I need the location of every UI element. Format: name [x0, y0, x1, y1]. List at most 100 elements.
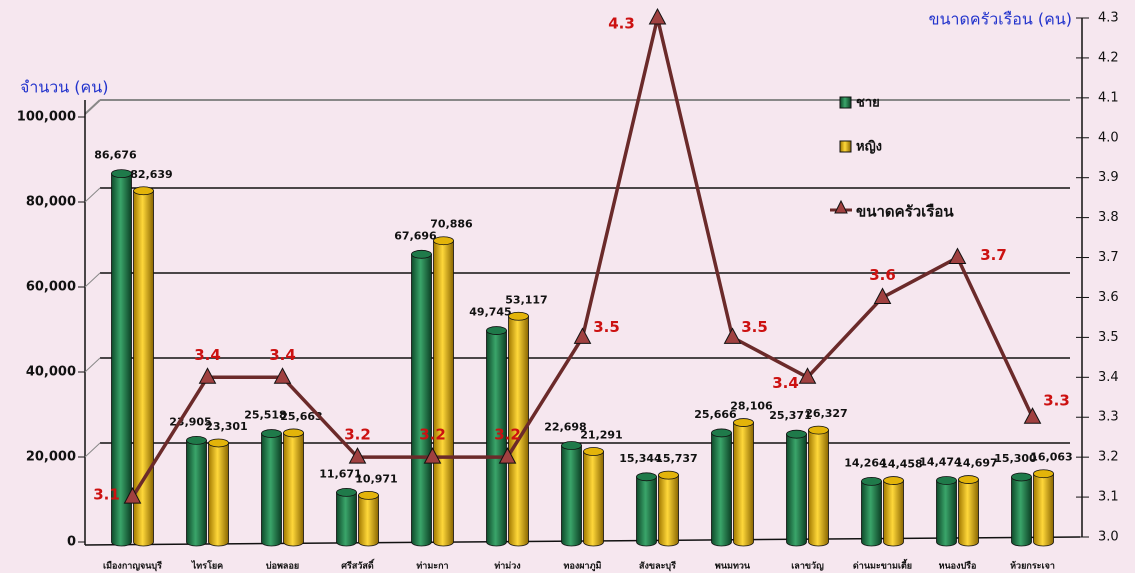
line-marker — [948, 247, 967, 265]
value-label: 15,300 — [994, 452, 1037, 465]
bar — [733, 422, 754, 547]
y2-tick-label: 3.8 — [1098, 210, 1119, 225]
line-marker — [348, 447, 367, 464]
line-marker — [648, 7, 667, 25]
x-tick-label: ด่านมะขามเตี้ย — [853, 559, 912, 572]
bar-top — [208, 438, 229, 448]
bar — [561, 445, 582, 547]
line-value-label: 3.4 — [772, 374, 799, 392]
x-tick-label: พนมทวน — [715, 562, 751, 572]
bar-top — [283, 428, 304, 438]
bar — [636, 476, 657, 547]
line-marker — [498, 447, 517, 464]
y2-tick-label: 4.0 — [1098, 130, 1119, 145]
bar-top — [936, 476, 957, 485]
y2-axis-label: ขนาดครัวเรือน (คน) — [929, 10, 1072, 29]
line-value-label: 3.7 — [980, 246, 1007, 264]
bar-top — [861, 476, 882, 486]
x-tick-label: ท่าม่วง — [494, 561, 520, 572]
value-label: 22,698 — [544, 421, 586, 434]
value-label: 82,639 — [130, 168, 172, 181]
line-value-label: 3.2 — [419, 426, 446, 444]
line-marker — [723, 327, 742, 344]
x-tick-label: หนองปรือ — [939, 560, 977, 572]
y2-tick-label: 3.7 — [1098, 250, 1119, 265]
bar — [1033, 473, 1054, 547]
value-label: 11,671 — [319, 467, 361, 480]
bar-top — [358, 490, 379, 500]
value-label: 86,676 — [94, 149, 137, 162]
y2-tick-label: 3.1 — [1098, 490, 1119, 505]
value-label: 23,301 — [205, 420, 247, 433]
bar-top — [508, 311, 529, 321]
y-tick-label: 20,000 — [26, 450, 76, 465]
bar — [958, 479, 979, 547]
x-tick-label: บ่อพลอย — [266, 561, 299, 572]
legend-swatch — [839, 96, 852, 109]
x-tick-label: ไทรโยค — [191, 560, 223, 572]
y-tick-label: 60,000 — [26, 280, 76, 295]
value-label: 49,745 — [469, 306, 511, 319]
bar — [411, 253, 432, 547]
value-label: 10,971 — [355, 472, 397, 485]
bar-top — [261, 429, 282, 438]
grid-line — [84, 187, 101, 203]
bar — [883, 480, 904, 547]
bar — [658, 474, 679, 547]
y-tick-label: 0 — [67, 535, 76, 550]
bar-top — [336, 487, 357, 497]
value-label: 25,666 — [694, 408, 737, 421]
bar-top — [133, 186, 154, 196]
value-label: 15,737 — [655, 452, 697, 465]
value-label: 14,697 — [955, 457, 997, 470]
x-tick-label: สังขละบุรี — [639, 561, 676, 572]
y2-tick-label: 4.3 — [1098, 11, 1119, 26]
line-value-label: 3.6 — [869, 266, 896, 284]
x-axis — [84, 536, 1081, 546]
bar — [336, 491, 357, 547]
bar — [133, 190, 154, 547]
legend-label: ขนาดครัวเรือน — [856, 203, 954, 221]
y-tick-label: 100,000 — [17, 110, 76, 125]
bar — [786, 433, 807, 547]
bar — [261, 433, 282, 547]
bar — [711, 432, 732, 547]
value-label: 25,518 — [244, 409, 286, 422]
bar-top — [883, 476, 904, 485]
line-marker — [798, 367, 817, 384]
value-label: 28,106 — [730, 400, 773, 413]
y2-tick-label: 3.0 — [1098, 530, 1119, 545]
legend-swatch — [839, 140, 852, 153]
line-value-label: 3.3 — [1043, 392, 1070, 410]
bar-top — [583, 447, 604, 456]
bar — [186, 440, 207, 547]
legend-label: ชาย — [856, 96, 880, 111]
y2-tick-label: 3.3 — [1098, 410, 1119, 425]
line-value-label: 3.4 — [194, 346, 221, 364]
bar-top — [186, 436, 207, 445]
legend-label: หญิง — [856, 140, 882, 155]
y2-tick-label: 3.9 — [1098, 170, 1119, 185]
value-label: 26,327 — [805, 407, 847, 420]
x-tick-label: ท่ามะกา — [416, 561, 448, 572]
line-value-label: 3.5 — [741, 318, 768, 336]
bar-top — [561, 441, 582, 450]
value-label: 14,458 — [880, 458, 922, 471]
bar — [283, 432, 304, 547]
y2-tick-label: 4.1 — [1098, 90, 1119, 105]
y-axis-label: จำนวน (คน) — [20, 78, 108, 97]
bar-top — [433, 236, 454, 246]
legend: ชาย หญิง ขนาดครัวเรือน — [830, 96, 954, 221]
bar — [358, 494, 379, 547]
bar-top — [958, 475, 979, 484]
bar-top — [786, 429, 807, 439]
bar-top — [658, 470, 679, 480]
bar — [508, 315, 529, 547]
bar-top — [636, 472, 657, 482]
y2-tick-label: 3.4 — [1098, 370, 1119, 385]
bar — [583, 451, 604, 547]
line-marker — [273, 367, 292, 384]
value-label: 16,063 — [1030, 451, 1072, 464]
bar-top — [733, 418, 754, 427]
y2-tick-label: 3.6 — [1098, 290, 1119, 305]
